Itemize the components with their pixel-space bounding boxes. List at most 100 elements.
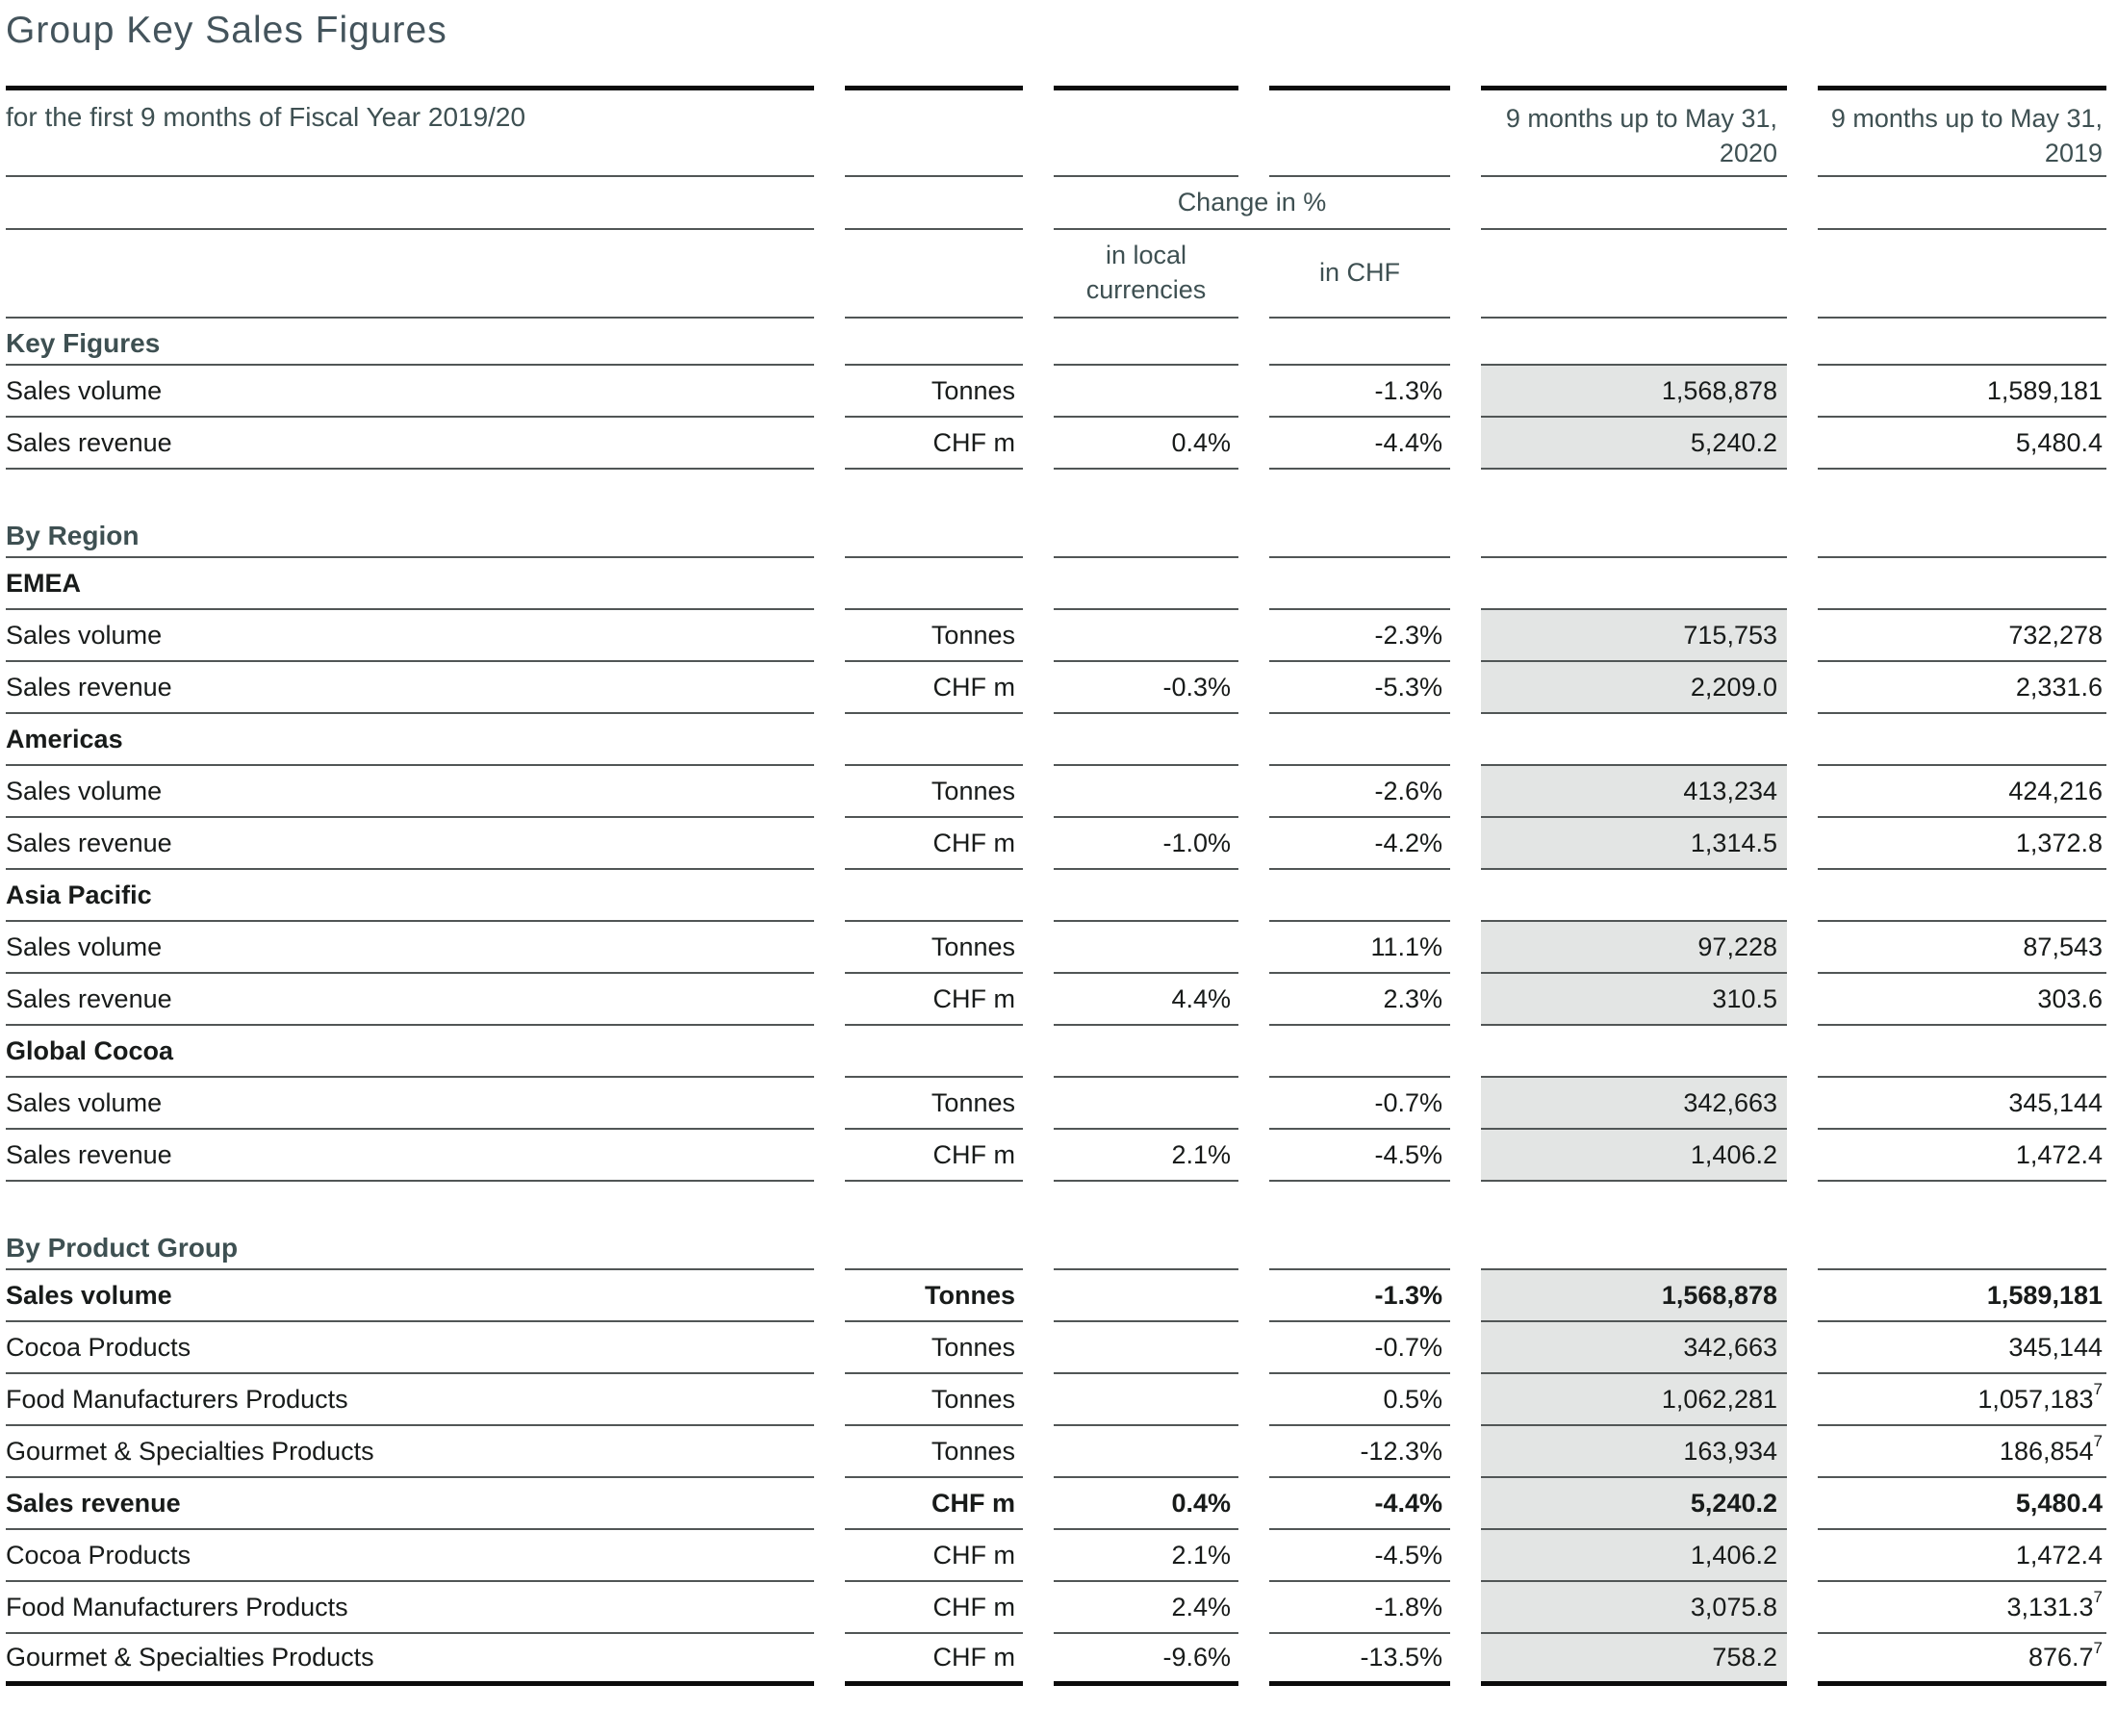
subsection-header-row: Asia Pacific <box>6 870 2106 922</box>
unit-cell: Tonnes <box>845 1078 1023 1130</box>
data-row: Sales volume Tonnes -1.3% 1,568,878 1,589,18… <box>6 1270 2106 1322</box>
change-local-cell-text: 0.4% <box>1171 427 1231 457</box>
data-row: Sales revenue CHF m 2.1% -4.5% 1,406.2 1,472.… <box>6 1130 2106 1182</box>
unit-cell-text: Tonnes <box>931 1087 1015 1117</box>
row-label-cell: Cocoa Products <box>6 1530 814 1582</box>
value-2020-cell-text: 758.2 <box>1712 1643 1777 1672</box>
change-chf-cell <box>1269 319 1450 366</box>
change-local-cell: 0.4% <box>1054 1478 1238 1530</box>
table-caption-cell: for the first 9 months of Fiscal Year 20… <box>6 86 814 177</box>
unit-cell: Tonnes <box>845 1374 1023 1426</box>
change-chf-cell-text: -4.4% <box>1374 427 1442 457</box>
value-2019-cell-text: 5,480.4 <box>2015 1488 2103 1518</box>
row-label-cell: Sales volume <box>6 366 814 418</box>
change-local-cell: -1.0% <box>1054 818 1238 870</box>
change-local-cell <box>1054 610 1238 662</box>
row-label-cell: Sales revenue <box>6 662 814 714</box>
change-local-cell: 4.4% <box>1054 974 1238 1026</box>
value-2019-cell: 3,131.3 7 <box>1818 1582 2106 1634</box>
unit-cell-text: Tonnes <box>925 1280 1015 1310</box>
subsection-header-row: Global Cocoa <box>6 1026 2106 1078</box>
change-chf-cell: -5.3% <box>1269 662 1450 714</box>
change-chf-cell: -4.2% <box>1269 818 1450 870</box>
data-row: Sales volume Tonnes -1.3% 1,568,878 1,589,18… <box>6 366 2106 418</box>
value-2019-cell: 5,480.4 <box>1818 418 2106 470</box>
change-chf-cell: -12.3% <box>1269 1426 1450 1478</box>
col-header-period-2019-text: 9 months up to May 31, 2019 <box>1830 104 2103 167</box>
row-label-cell: Sales revenue <box>6 1478 814 1530</box>
row-label-cell-text: Sales volume <box>6 1280 172 1310</box>
row-label-cell: Cocoa Products <box>6 1322 814 1374</box>
col-header-change-local-text: in local currencies <box>1085 241 1207 304</box>
row-label-cell: Americas <box>6 714 814 766</box>
value-2019-cell: 345,144 <box>1818 1078 2106 1130</box>
value-2019-cell-text: 186,854 <box>1999 1436 2094 1466</box>
change-local-cell-text: -1.0% <box>1162 828 1231 857</box>
change-chf-cell: -4.4% <box>1269 1478 1450 1530</box>
change-chf-cell: -1.3% <box>1269 366 1450 418</box>
row-label-cell: By Product Group <box>6 1223 814 1270</box>
row-label-cell-text: Gourmet & Specialties Products <box>6 1436 374 1466</box>
change-chf-cell: 2.3% <box>1269 974 1450 1026</box>
value-2019-cell: 345,144 <box>1818 1322 2106 1374</box>
value-2019-cell: 186,854 7 <box>1818 1426 2106 1478</box>
value-2020-cell-text: 413,234 <box>1683 776 1777 805</box>
unit-header-cell <box>845 86 1023 177</box>
unit-cell: Tonnes <box>845 1322 1023 1374</box>
change-chf-cell-text: 2.3% <box>1383 983 1442 1013</box>
table-header-period-row: for the first 9 months of Fiscal Year 20… <box>6 86 2106 177</box>
section-header-row: Key Figures <box>6 319 2106 366</box>
unit-cell-text: Tonnes <box>931 932 1015 961</box>
unit-cell-text: CHF m <box>931 1488 1015 1518</box>
value-2020-cell-text: 310.5 <box>1712 983 1777 1013</box>
data-row: Sales revenue CHF m -0.3% -5.3% 2,209.0 2,331… <box>6 662 2106 714</box>
value-2019-cell <box>1818 511 2106 558</box>
data-row: Food Manufacturers Products Tonnes 0.5% 1,0… <box>6 1374 2106 1426</box>
unit-cell: Tonnes <box>845 610 1023 662</box>
value-2020-cell-text: 1,062,281 <box>1661 1384 1777 1414</box>
value-2019-cell: 1,589,181 <box>1818 366 2106 418</box>
change-chf-header-spacer <box>1269 86 1450 177</box>
change-chf-cell-text: -1.8% <box>1374 1592 1442 1621</box>
change-local-header-spacer <box>1054 86 1238 177</box>
value-2020-cell: 310.5 <box>1481 974 1787 1026</box>
row-label-cell: Food Manufacturers Products <box>6 1374 814 1426</box>
unit-cell-text: Tonnes <box>931 1436 1015 1466</box>
change-chf-cell: -4.5% <box>1269 1530 1450 1582</box>
change-local-cell <box>1054 766 1238 818</box>
change-chf-cell: -0.7% <box>1269 1322 1450 1374</box>
unit-cell: CHF m <box>845 418 1023 470</box>
section-header-row: By Product Group <box>6 1223 2106 1270</box>
unit-cell: CHF m <box>845 1530 1023 1582</box>
value-2020-cell-text: 1,406.2 <box>1690 1540 1777 1570</box>
unit-spacer-cell <box>845 230 1023 319</box>
unit-cell-text: CHF m <box>932 1643 1015 1672</box>
value-2019-cell: 303.6 <box>1818 974 2106 1026</box>
row-label-cell: Sales revenue <box>6 818 814 870</box>
change-chf-cell <box>1269 870 1450 922</box>
unit-cell <box>845 1026 1023 1078</box>
page-title: Group Key Sales Figures <box>6 10 447 51</box>
unit-cell: Tonnes <box>845 366 1023 418</box>
row-label-cell-text: Sales revenue <box>6 1488 181 1518</box>
change-chf-cell: -1.3% <box>1269 1270 1450 1322</box>
row-label-cell-text: Global Cocoa <box>6 1035 174 1065</box>
data-row: Sales volume Tonnes -0.7% 342,663 345,144 <box>6 1078 2106 1130</box>
row-label-cell: Gourmet & Specialties Products <box>6 1426 814 1478</box>
value-2020-cell-text: 97,228 <box>1697 932 1777 961</box>
data-row: Gourmet & Specialties Products CHF m -9.6%… <box>6 1634 2106 1686</box>
change-local-cell: 2.4% <box>1054 1582 1238 1634</box>
unit-spacer-cell <box>845 177 1023 230</box>
value-2020-cell-text: 5,240.2 <box>1690 1488 1777 1518</box>
col-header-period-2020-text: 9 months up to May 31, 2020 <box>1505 104 1777 167</box>
row-label-cell: Sales revenue <box>6 418 814 470</box>
data-row: Gourmet & Specialties Products Tonnes -12.… <box>6 1426 2106 1478</box>
change-chf-cell: -4.4% <box>1269 418 1450 470</box>
unit-cell <box>845 558 1023 610</box>
change-chf-cell-text: -2.6% <box>1374 776 1442 805</box>
value-2019-cell: 1,057,183 7 <box>1818 1374 2106 1426</box>
table-body: Key Figures Sales volume Tonnes -1.3% 1,568,… <box>6 319 2106 1686</box>
change-local-cell-text: 2.1% <box>1171 1139 1231 1169</box>
value-2020-cell: 5,240.2 <box>1481 1478 1787 1530</box>
value-2019-cell: 1,589,181 <box>1818 1270 2106 1322</box>
